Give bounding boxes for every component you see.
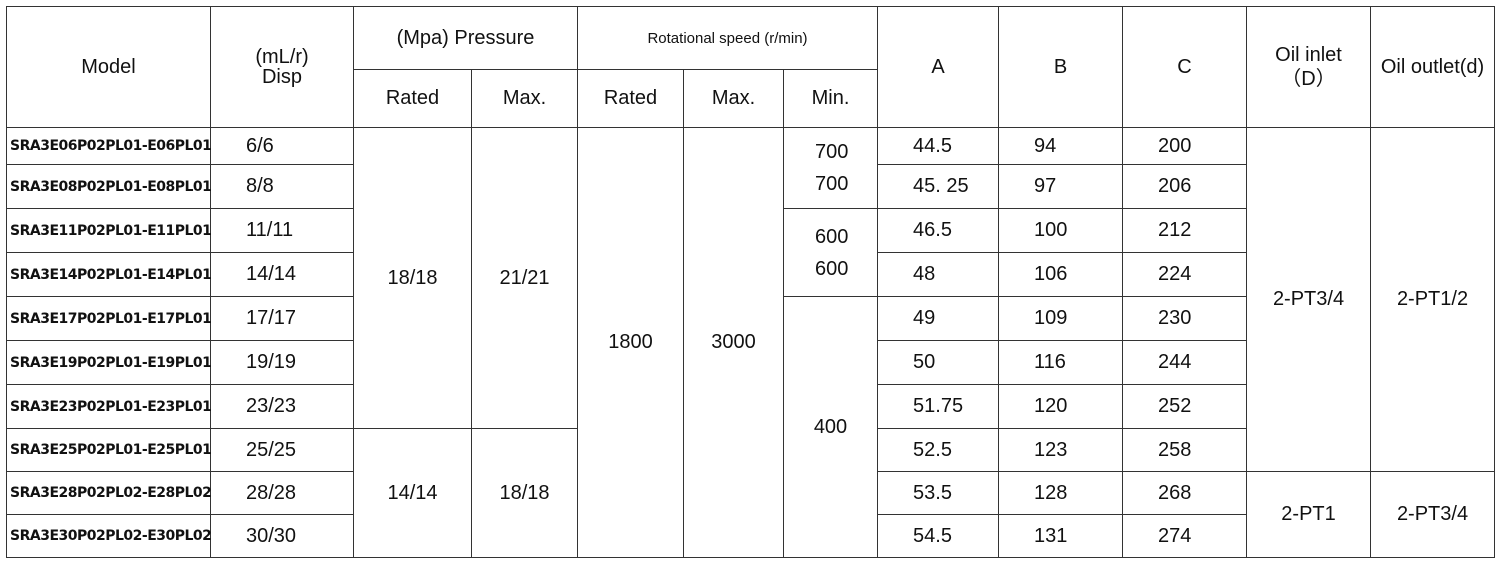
speed-rated-cell: 1800 [577, 127, 684, 558]
model-cell: SRA3E23P02PL01-E23PL01 [6, 384, 212, 429]
header-disp-unit: (mL/r) [255, 46, 309, 68]
b-cell: 131 [998, 514, 1124, 558]
a-cell: 46.5 [877, 208, 1000, 253]
disp-cell: 11/11 [210, 208, 354, 253]
disp-cell: 8/8 [210, 164, 354, 209]
table-row: SRA3E11P02PL01-E11PL01 11/11 600 600 46.… [6, 208, 1495, 297]
model-cell: SRA3E08P02PL01-E08PL01 [6, 164, 212, 209]
header-disp-label: Disp [261, 66, 302, 88]
b-cell: 120 [998, 384, 1124, 429]
oil-inlet-group-1: 2-PT3/4 [1246, 127, 1372, 472]
disp-cell: 17/17 [210, 296, 354, 341]
a-cell: 51.75 [877, 384, 1000, 429]
b-cell: 109 [998, 296, 1124, 341]
c-cell: 200 [1122, 127, 1248, 165]
c-cell: 230 [1122, 296, 1248, 341]
table-row: SRA3E19P02PL01-E19PL01 19/19 50 116 244 [6, 340, 1495, 385]
b-cell: 106 [998, 252, 1124, 297]
header-pressure-rated: Rated [353, 69, 472, 128]
c-cell: 258 [1122, 428, 1248, 472]
disp-cell: 19/19 [210, 340, 354, 385]
model-cell: SRA3E19P02PL01-E19PL01 [6, 340, 212, 385]
a-cell: 49 [877, 296, 1000, 341]
header-pressure: (Mpa) Pressure [353, 6, 578, 70]
speed-min-group-3: 400 [782, 296, 879, 558]
model-cell: SRA3E25P02PL01-E25PL01 [6, 428, 212, 472]
b-cell: 100 [998, 208, 1124, 253]
b-cell: 94 [998, 127, 1124, 165]
a-cell: 44.5 [877, 127, 1000, 165]
model-cell: SRA3E14P02PL01-E14PL01 [6, 252, 212, 297]
header-oil-inlet-label: Oil inlet [1275, 44, 1342, 66]
a-cell: 53.5 [877, 471, 1000, 515]
table-row: SRA3E17P02PL01-E17PL01 17/17 400 49 109 … [6, 296, 1495, 558]
header-speed: Rotational speed (r/min) [576, 6, 879, 70]
spec-table: Model (mL/r) Disp (Mpa) Pressure Rotatio… [6, 6, 1496, 558]
oil-outlet-group-2: 2-PT3/4 [1370, 471, 1496, 558]
header-oil-inlet: Oil inlet （D） [1246, 6, 1372, 128]
header-pressure-max: Max. [471, 69, 578, 128]
header-speed-min: Min. [782, 69, 879, 128]
b-cell: 116 [998, 340, 1124, 385]
oil-outlet-group-1: 2-PT1/2 [1370, 127, 1496, 472]
header-speed-rated: Rated [577, 69, 684, 128]
c-cell: 252 [1122, 384, 1248, 429]
a-cell: 54.5 [877, 514, 1000, 558]
c-cell: 274 [1122, 514, 1248, 558]
c-cell: 244 [1122, 340, 1248, 385]
speed-min-value: 700 [815, 173, 849, 195]
max-pressure-group-2: 18/18 [471, 428, 578, 558]
speed-max-cell: 3000 [683, 127, 784, 558]
speed-min-group-2: 600 600 [782, 208, 879, 297]
a-cell: 52.5 [877, 428, 1000, 472]
header-oil-outlet: Oil outlet(d) [1370, 6, 1496, 128]
table-row: SRA3E28P02PL02-E28PL02 28/28 53.5 128 26… [6, 471, 1496, 558]
b-cell: 128 [998, 471, 1124, 515]
model-cell: SRA3E06P02PL01-E06PL01 [6, 127, 212, 165]
table-row: SRA3E30P02PL02-E30PL02 30/30 54.5 131 27… [6, 514, 1495, 558]
header-row-1: Model (mL/r) Disp (Mpa) Pressure Rotatio… [6, 6, 1496, 128]
disp-cell: 30/30 [210, 514, 354, 558]
max-pressure-group-1: 21/21 [471, 127, 578, 429]
model-cell: SRA3E17P02PL01-E17PL01 [6, 296, 212, 341]
c-cell: 212 [1122, 208, 1248, 253]
table-row: SRA3E06P02PL01-E06PL01 6/6 18/18 21/21 1… [6, 127, 1496, 558]
header-model: Model [6, 6, 211, 128]
c-cell: 268 [1122, 471, 1248, 515]
header-speed-max: Max. [683, 69, 784, 128]
table-row: SRA3E23P02PL01-E23PL01 23/23 51.75 120 2… [6, 384, 1495, 429]
model-cell: SRA3E28P02PL02-E28PL02 [6, 471, 212, 515]
speed-min-value: 700 [815, 141, 849, 163]
header-c: C [1122, 6, 1248, 128]
header-row-2: Rated Max. Rated Max. Min. [7, 69, 1495, 128]
b-cell: 123 [998, 428, 1124, 472]
rated-pressure-group-2: 14/14 [353, 428, 472, 558]
header-oil-inlet-code: （D） [1281, 68, 1336, 90]
c-cell: 224 [1122, 252, 1248, 297]
speed-min-value: 600 [815, 257, 849, 280]
model-cell: SRA3E11P02PL01-E11PL01 [6, 208, 212, 253]
disp-cell: 14/14 [210, 252, 354, 297]
disp-cell: 25/25 [210, 428, 354, 472]
speed-min-value: 600 [815, 225, 849, 248]
disp-cell: 28/28 [210, 471, 354, 515]
table-row: SRA3E14P02PL01-E14PL01 14/14 48 106 224 [6, 252, 1495, 297]
speed-min-group-1: 700 700 [782, 127, 879, 209]
rated-pressure-group-1: 18/18 [353, 127, 472, 429]
oil-inlet-group-2: 2-PT1 [1246, 471, 1372, 558]
a-cell: 50 [877, 340, 1000, 385]
c-cell: 206 [1122, 164, 1248, 209]
disp-cell: 6/6 [210, 127, 354, 165]
a-cell: 48 [877, 252, 1000, 297]
model-cell: SRA3E30P02PL02-E30PL02 [6, 514, 212, 558]
b-cell: 97 [998, 164, 1124, 209]
a-cell: 45. 25 [877, 164, 1000, 209]
header-disp: (mL/r) Disp [210, 6, 354, 128]
spec-table-wrapper: Model (mL/r) Disp (Mpa) Pressure Rotatio… [6, 6, 1496, 558]
header-b: B [998, 6, 1124, 128]
header-a: A [877, 6, 1000, 128]
table-row: SRA3E08P02PL01-E08PL01 8/8 45. 25 97 206 [6, 164, 1495, 209]
disp-cell: 23/23 [210, 384, 354, 429]
